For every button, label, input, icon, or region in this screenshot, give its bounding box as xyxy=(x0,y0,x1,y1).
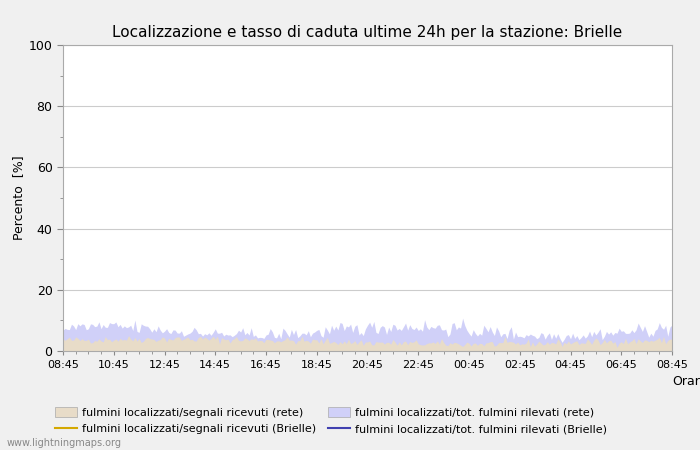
Legend: fulmini localizzati/segnali ricevuti (rete), fulmini localizzati/segnali ricevut: fulmini localizzati/segnali ricevuti (re… xyxy=(50,402,612,438)
Title: Localizzazione e tasso di caduta ultime 24h per la stazione: Brielle: Localizzazione e tasso di caduta ultime … xyxy=(113,25,622,40)
Y-axis label: Percento  [%]: Percento [%] xyxy=(11,156,25,240)
Text: Orario: Orario xyxy=(672,375,700,388)
Text: www.lightningmaps.org: www.lightningmaps.org xyxy=(7,438,122,448)
